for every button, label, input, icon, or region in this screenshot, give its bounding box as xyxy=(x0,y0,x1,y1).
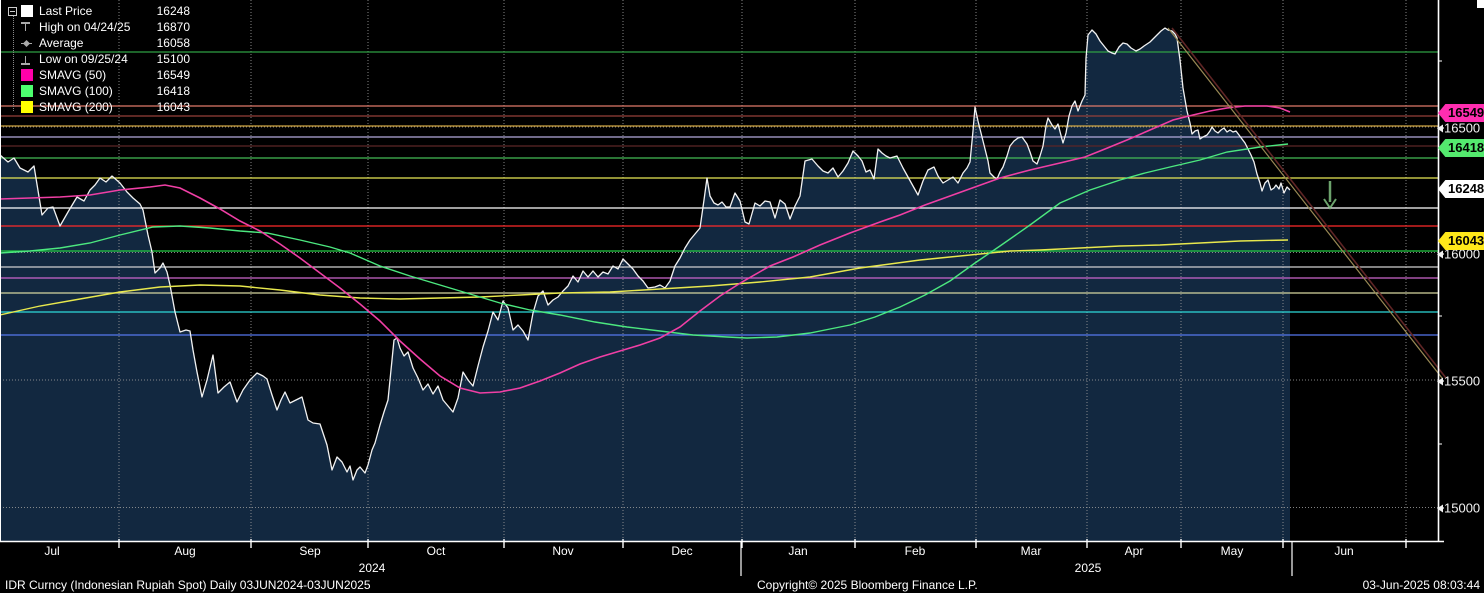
smavg50-swatch xyxy=(21,69,33,81)
x-axis-year-label: 2024 xyxy=(358,561,386,575)
copyright-text: Copyright© 2025 Bloomberg Finance L.P. xyxy=(757,578,978,592)
trendline xyxy=(1167,27,1443,379)
legend-value: 16043 xyxy=(156,100,190,114)
collapse-icon[interactable] xyxy=(8,6,17,16)
sma100-value-badge: 16418 xyxy=(1438,139,1484,157)
x-axis-month-label: Apr xyxy=(1124,544,1144,558)
x-axis-month-label: Mar xyxy=(1020,544,1042,558)
average-marker-icon xyxy=(21,39,32,48)
axis-pointer-icon xyxy=(1437,250,1443,258)
legend-label: Last Price xyxy=(39,4,93,18)
x-axis-month-label: Dec xyxy=(671,544,693,558)
sma50-value-badge: 16549 xyxy=(1438,104,1484,122)
legend-label: SMAVG (100) xyxy=(39,84,113,98)
down-arrow-head xyxy=(1323,198,1337,210)
smavg200-swatch xyxy=(21,101,33,113)
x-axis-month-label: Aug xyxy=(174,544,196,558)
x-axis-month-label: Jan xyxy=(788,544,808,558)
legend-row-last-price[interactable]: Last Price 16248 xyxy=(8,3,190,19)
legend-row-smavg100[interactable]: SMAVG (100) 16418 xyxy=(8,83,190,99)
legend-value: 16418 xyxy=(156,84,190,98)
x-axis-month-label: Oct xyxy=(426,544,446,558)
y-axis-label: 16000 xyxy=(1437,247,1480,262)
legend-row-smavg50[interactable]: SMAVG (50) 16549 xyxy=(8,67,190,83)
last-price-badge: 16248 xyxy=(1438,180,1484,198)
security-description: IDR Curncy (Indonesian Rupiah Spot) Dail… xyxy=(5,578,371,592)
high-marker-icon xyxy=(21,21,30,33)
axis-pointer-icon xyxy=(1437,504,1443,512)
axis-pointer-icon xyxy=(1437,377,1443,385)
x-axis-month-label: Sep xyxy=(299,544,321,558)
legend-label: SMAVG (50) xyxy=(39,68,107,82)
timestamp: 03-Jun-2025 08:03:44 xyxy=(1362,578,1480,592)
legend-label: Average xyxy=(39,36,84,50)
y-axis-label: 16500 xyxy=(1437,121,1480,136)
y-axis-label: 15500 xyxy=(1437,374,1480,389)
x-axis-year-label: 2025 xyxy=(1074,561,1102,575)
legend-row-low[interactable]: Low on 09/25/24 15100 xyxy=(8,51,190,67)
legend-label: SMAVG (200) xyxy=(39,100,113,114)
legend-row-high[interactable]: High on 04/24/25 16870 xyxy=(8,19,190,35)
x-axis-month-label: Jun xyxy=(1334,544,1354,558)
sma200-value-badge: 16043 xyxy=(1438,232,1484,250)
x-axis-month-label: May xyxy=(1220,544,1244,558)
axis-pointer-icon xyxy=(1437,124,1443,132)
legend-value: 16549 xyxy=(156,68,190,82)
x-axis-month-label: Jul xyxy=(44,544,60,558)
sma200-line xyxy=(0,239,1289,316)
low-marker-icon xyxy=(21,54,30,65)
legend-value: 16870 xyxy=(156,20,190,34)
smavg100-swatch xyxy=(21,85,33,97)
last-price-swatch xyxy=(21,5,33,17)
sma100-line xyxy=(0,143,1289,339)
legend-label: Low on 09/25/24 xyxy=(39,52,128,66)
trendline-shadow xyxy=(1171,27,1447,379)
legend-row-average[interactable]: Average 16058 xyxy=(8,35,190,51)
x-axis-month-label: Feb xyxy=(904,544,926,558)
legend-label: High on 04/24/25 xyxy=(39,20,131,34)
y-axis-label: 15000 xyxy=(1437,501,1480,516)
legend-value: 16248 xyxy=(156,4,190,18)
legend-row-smavg200[interactable]: SMAVG (200) 16043 xyxy=(8,99,190,115)
price-line xyxy=(0,27,1291,481)
chart-legend: Last Price 16248 High on 04/24/25 16870 … xyxy=(8,3,190,115)
x-axis-month-label: Nov xyxy=(552,544,574,558)
corner-handle[interactable] xyxy=(1477,0,1484,8)
legend-value: 15100 xyxy=(156,52,190,66)
sma50-line xyxy=(0,105,1291,394)
legend-value: 16058 xyxy=(156,36,190,50)
